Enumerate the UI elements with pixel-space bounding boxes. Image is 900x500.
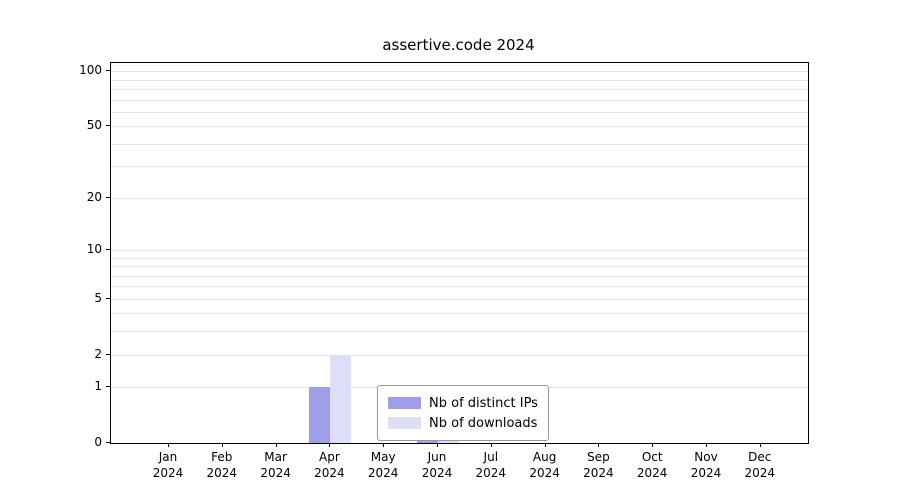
bar-apr-series0: [309, 387, 331, 443]
x-tick-month: Jan: [158, 450, 178, 464]
x-tick-label: Apr 2024: [299, 449, 359, 481]
x-tick-year: 2024: [690, 466, 722, 480]
x-tick-label: Sep 2024: [568, 449, 628, 481]
y-tick-mark: [106, 70, 110, 72]
x-tick-mark: [598, 443, 600, 447]
x-tick-month: Dec: [748, 450, 772, 464]
y-tick-mark: [106, 386, 110, 388]
legend-item-downloads: Nb of downloads: [388, 413, 538, 433]
x-tick-month: Apr: [319, 450, 340, 464]
x-tick-mark: [221, 443, 223, 447]
gridline: [111, 298, 808, 300]
y-tick-label: 1: [94, 379, 102, 394]
y-tick-label: 2: [94, 346, 102, 361]
x-tick-mark: [652, 443, 654, 447]
gridline: [111, 99, 808, 101]
legend-swatch-downloads: [388, 417, 421, 429]
gridline: [111, 266, 808, 268]
y-tick-mark: [106, 125, 110, 127]
gridline: [111, 71, 808, 73]
y-tick-label: 100: [79, 63, 102, 78]
x-tick-label: Oct 2024: [622, 449, 682, 481]
x-tick-year: 2024: [583, 466, 614, 480]
y-tick-mark: [106, 353, 110, 355]
x-tick-mark: [490, 443, 492, 447]
x-tick-label: Aug 2024: [515, 449, 575, 481]
x-tick-year: 2024: [314, 466, 345, 480]
x-tick-mark: [706, 443, 707, 447]
gridline: [111, 249, 808, 251]
x-tick-label: Mar 2024: [246, 449, 306, 481]
legend-label-distinct-ips: Nb of distinct IPs: [429, 395, 538, 411]
gridline: [111, 143, 808, 145]
gridline: [111, 313, 808, 315]
y-tick-mark: [106, 248, 110, 250]
x-tick-mark: [759, 443, 761, 447]
x-tick-label: Nov 2024: [676, 449, 736, 481]
x-tick-label: May 2024: [353, 449, 413, 481]
y-tick-label: 20: [86, 189, 102, 204]
x-tick-year: 2024: [636, 466, 668, 480]
y-tick-label: 10: [86, 241, 102, 256]
gridline: [111, 166, 808, 168]
x-tick-year: 2024: [744, 466, 776, 480]
x-tick-month: Sep: [587, 450, 610, 464]
x-tick-mark: [544, 443, 546, 447]
x-tick-month: Oct: [641, 450, 663, 464]
x-tick-year: 2024: [206, 466, 238, 480]
y-tick-label: 50: [86, 118, 102, 133]
gridline: [111, 286, 808, 288]
x-tick-mark: [168, 443, 169, 447]
gridline: [111, 111, 808, 113]
legend-swatch-distinct-ips: [388, 397, 421, 409]
x-tick-mark: [275, 443, 277, 447]
y-tick-mark: [106, 196, 110, 198]
x-tick-month: May: [370, 450, 396, 464]
x-tick-month: Feb: [211, 450, 233, 464]
gridline: [111, 126, 808, 128]
y-tick-mark: [106, 297, 110, 299]
gridline: [111, 331, 808, 333]
gridline: [111, 79, 808, 81]
x-tick-month: Jul: [483, 450, 499, 464]
x-tick-year: 2024: [529, 466, 560, 480]
legend-label-downloads: Nb of downloads: [429, 415, 538, 431]
bar-apr-series1: [330, 354, 352, 443]
x-tick-label: Feb 2024: [192, 449, 252, 481]
plot-area: Nb of distinct IPs Nb of downloads: [110, 62, 809, 444]
gridline: [111, 275, 808, 277]
y-tick-label: 5: [94, 290, 102, 305]
x-tick-mark: [383, 443, 385, 447]
x-tick-label: Jul 2024: [461, 449, 521, 481]
x-tick-label: Jan 2024: [138, 449, 198, 481]
x-tick-month: Jun: [427, 450, 447, 464]
chart-title: assertive.code 2024: [382, 36, 535, 54]
x-tick-month: Aug: [532, 450, 557, 464]
legend-item-distinct-ips: Nb of distinct IPs: [388, 393, 538, 413]
x-tick-year: 2024: [260, 466, 291, 480]
gridline: [111, 354, 808, 356]
x-tick-year: 2024: [475, 466, 507, 480]
x-tick-mark: [329, 443, 331, 447]
legend: Nb of distinct IPs Nb of downloads: [377, 385, 549, 441]
x-tick-month: Mar: [264, 450, 287, 464]
x-tick-year: 2024: [367, 466, 399, 480]
x-tick-year: 2024: [421, 466, 453, 480]
y-tick-label: 0: [94, 435, 102, 449]
x-tick-label: Jun 2024: [407, 449, 467, 481]
gridline: [111, 257, 808, 259]
gridline: [111, 89, 808, 91]
x-tick-month: Nov: [694, 450, 718, 464]
x-tick-year: 2024: [152, 466, 184, 480]
y-tick-mark: [106, 442, 110, 443]
gridline: [111, 197, 808, 199]
x-tick-label: Dec 2024: [730, 449, 790, 481]
x-tick-mark: [437, 443, 438, 447]
